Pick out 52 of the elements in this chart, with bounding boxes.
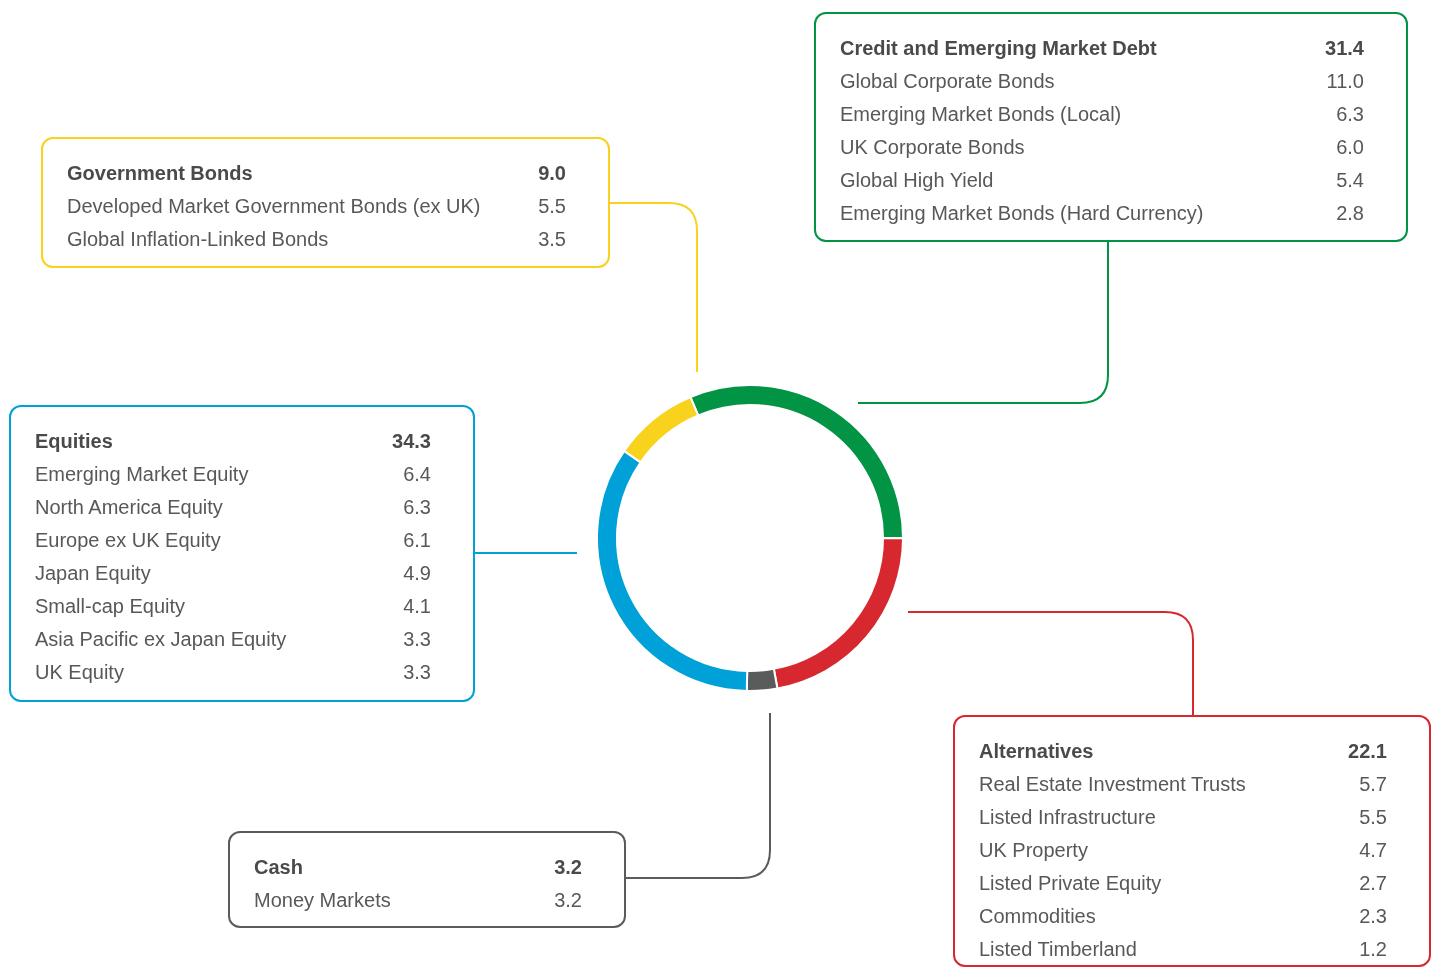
data-label: 3.5 — [538, 227, 566, 252]
category-label: Small-cap Equity — [35, 594, 186, 619]
data-label: 5.4 — [1336, 168, 1364, 193]
data-label: 6.1 — [403, 528, 431, 553]
category-label: Emerging Market Equity — [35, 462, 249, 487]
text: 22.1 — [1348, 740, 1387, 762]
data-label: 4.7 — [1359, 838, 1387, 863]
data-label: 4.1 — [403, 594, 431, 619]
category-label: Equities — [35, 430, 113, 452]
data-label: 3.3 — [403, 660, 431, 685]
category-label: UK Equity — [35, 660, 124, 685]
category-label: UK Corporate Bonds — [840, 135, 1025, 160]
category-label: Government Bonds — [67, 162, 253, 184]
category-label: Credit and Emerging Market Debt — [840, 37, 1157, 59]
category-label: Asia Pacific ex Japan Equity — [35, 627, 287, 652]
data-label: 4.9 — [403, 561, 431, 586]
category-label: Japan Equity — [35, 561, 151, 586]
data-label: 6.4 — [403, 462, 431, 487]
data-label: 2.3 — [1359, 904, 1387, 929]
text: 34.3 — [392, 430, 431, 452]
data-label: 3.2 — [554, 888, 582, 913]
data-label: 6.3 — [403, 495, 431, 520]
category-label: Listed Infrastructure — [979, 805, 1156, 830]
data-label: 3.3 — [403, 627, 431, 652]
text: 3.2 — [554, 856, 582, 878]
data-label: 2.8 — [1336, 201, 1364, 226]
category-label: Listed Timberland — [979, 937, 1137, 962]
category-label: Emerging Market Bonds (Hard Currency) — [840, 201, 1204, 226]
category-label: North America Equity — [35, 495, 223, 520]
data-label: 2.7 — [1359, 871, 1387, 896]
data-label: 5.5 — [538, 194, 566, 219]
data-label: 5.5 — [1359, 805, 1387, 830]
text: 31.4 — [1325, 37, 1364, 59]
category-label: Global Corporate Bonds — [840, 69, 1055, 94]
data-label: 1.2 — [1359, 937, 1387, 962]
data-label: 5.7 — [1359, 772, 1387, 797]
category-label: Global High Yield — [840, 168, 994, 193]
category-label: Real Estate Investment Trusts — [979, 772, 1246, 797]
category-label: Commodities — [979, 904, 1096, 929]
category-label: Listed Private Equity — [979, 871, 1162, 896]
category-label: Emerging Market Bonds (Local) — [840, 102, 1122, 127]
data-label: 6.0 — [1336, 135, 1364, 160]
category-label: Developed Market Government Bonds (ex UK) — [67, 194, 481, 219]
data-label: 6.3 — [1336, 102, 1364, 127]
category-label: Europe ex UK Equity — [35, 528, 221, 553]
text: 9.0 — [538, 162, 566, 184]
category-label: UK Property — [979, 838, 1088, 863]
category-label: Alternatives — [979, 740, 1094, 762]
category-label: Money Markets — [254, 888, 391, 913]
category-label: Cash — [254, 856, 303, 878]
category-label: Global Inflation-Linked Bonds — [67, 227, 329, 252]
data-label: 11.0 — [1326, 69, 1364, 94]
